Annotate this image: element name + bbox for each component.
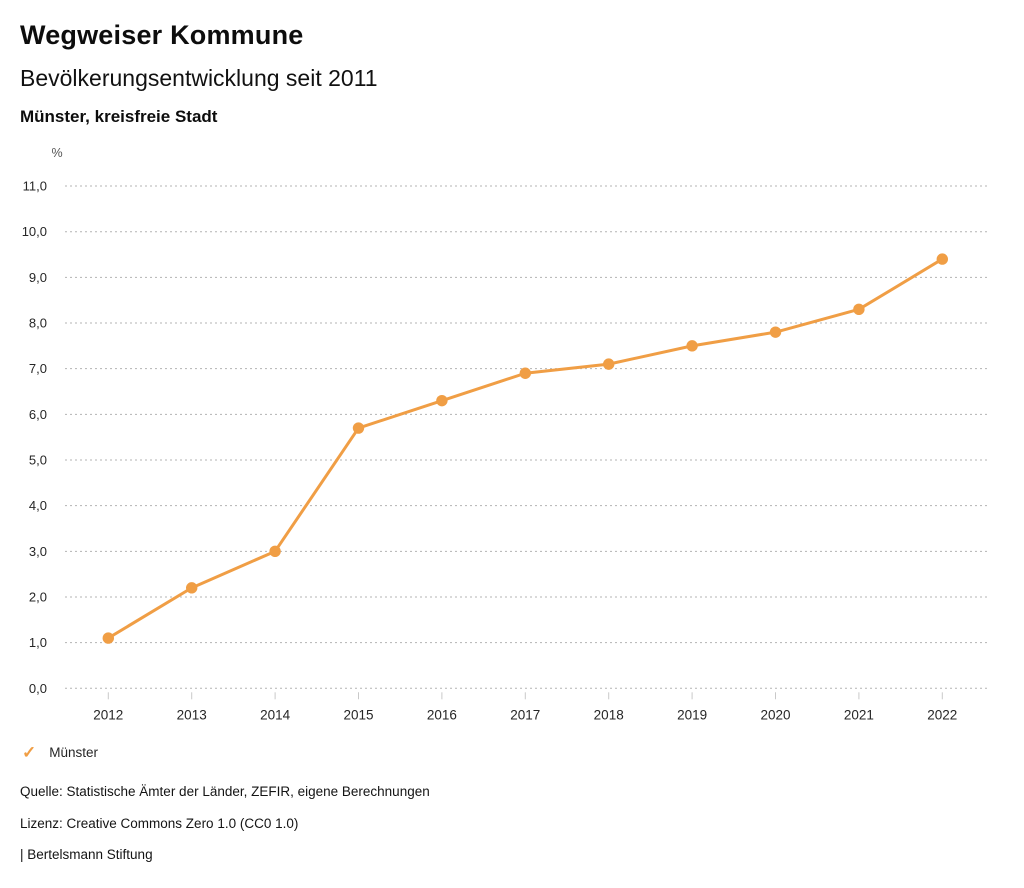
series-line-muenster [106, 257, 944, 640]
x-axis-tick-label: 2016 [427, 707, 457, 722]
x-axis-tick-label: 2012 [93, 707, 123, 722]
y-axis-tick-label: 8,0 [29, 316, 47, 331]
chart-title: Bevölkerungsentwicklung seit 2011 [20, 65, 378, 91]
data-point [519, 367, 531, 379]
y-axis-tick-label: 10,0 [22, 224, 47, 239]
legend-item-muenster[interactable]: ✓ Münster [22, 744, 98, 761]
x-axis-tick-label: 2020 [760, 707, 790, 722]
data-point [769, 326, 782, 338]
y-axis-tick-label: 0,0 [29, 681, 47, 696]
data-point [186, 582, 198, 594]
x-axis-tick-label: 2017 [510, 707, 540, 722]
y-axis-tick-label: 6,0 [29, 407, 47, 422]
chart-header: Wegweiser Kommune Bevölkerungsentwicklun… [20, 20, 378, 127]
y-axis-unit-label: % [51, 146, 62, 160]
attribution-note: | Bertelsmann Stiftung [20, 847, 153, 862]
data-point [603, 358, 615, 370]
legend-label: Münster [49, 745, 99, 760]
x-axis-tick-label: 2014 [260, 707, 291, 722]
data-point [269, 545, 281, 558]
y-axis-tick-label: 2,0 [29, 589, 47, 604]
data-point [686, 340, 698, 352]
y-axis-tick-label: 4,0 [29, 498, 47, 513]
y-axis-tick-label: 7,0 [29, 361, 47, 376]
x-axis-tick-label: 2013 [177, 707, 207, 722]
population-line-chart: % 0,0 1,0 2,0 3,0 4,0 5,0 6,0 7,0 8,0 9,0 10,0 11,0 2… [22, 146, 990, 722]
source-note: Quelle: Statistische Ämter der Länder, Z… [20, 784, 430, 799]
x-axis-tick-label: 2021 [844, 707, 874, 722]
y-axis-tick-label: 9,0 [29, 270, 47, 285]
region-subtitle: Münster, kreisfreie Stadt [20, 107, 218, 126]
license-note: Lizenz: Creative Commons Zero 1.0 (CC0 1… [20, 816, 299, 831]
data-point [102, 632, 115, 644]
data-point [352, 422, 365, 434]
data-point [936, 253, 948, 265]
y-axis-tick-label: 5,0 [29, 453, 47, 468]
legend-check-icon: ✓ [22, 743, 37, 762]
page-title: Wegweiser Kommune [20, 20, 304, 50]
y-axis-tick-label: 3,0 [29, 544, 47, 559]
y-axis-tick-label: 11,0 [23, 179, 47, 194]
data-point [853, 303, 865, 316]
x-axis-tick-label: 2015 [343, 707, 373, 722]
chart-area: % 0,0 1,0 2,0 3,0 4,0 5,0 6,0 7,0 8,0 9,0 10,0 11,0 2… [0, 140, 1024, 740]
y-axis-tick-label: 1,0 [29, 635, 47, 650]
x-axis-tick-label: 2019 [677, 707, 707, 722]
x-axis-tick-label: 2018 [594, 707, 624, 722]
data-point [436, 394, 448, 407]
x-axis-tick-label: 2022 [927, 707, 957, 722]
